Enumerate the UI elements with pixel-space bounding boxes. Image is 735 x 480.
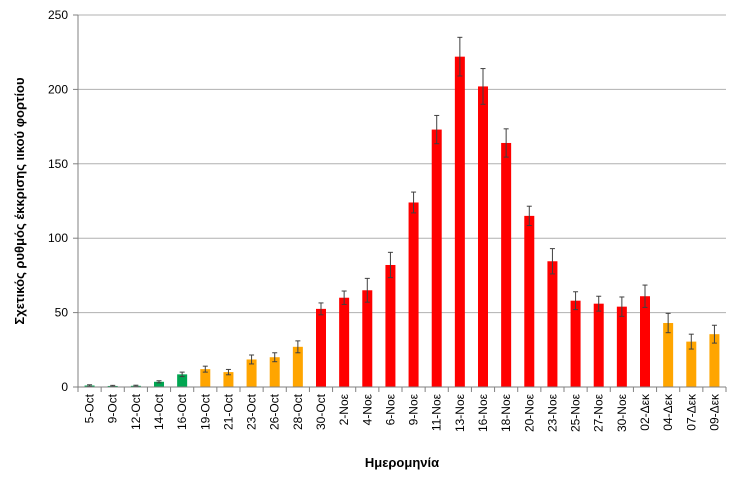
bar xyxy=(709,334,720,387)
x-tick-label: 27-Νοε xyxy=(592,393,606,432)
x-axis-title: Ημερομηνία xyxy=(365,455,439,470)
x-tick-label: 5-Oct xyxy=(83,393,97,423)
bar xyxy=(200,369,211,387)
x-tick-label: 9-Νοε xyxy=(407,393,421,425)
bar xyxy=(501,142,512,387)
x-tick-label: 26-Oct xyxy=(268,393,282,430)
x-tick-label: 30-Νοε xyxy=(615,393,629,432)
x-tick-label: 20-Νοε xyxy=(522,393,536,432)
bar xyxy=(616,306,627,387)
bar xyxy=(408,202,419,387)
x-tick-label: 14-Oct xyxy=(152,393,166,430)
x-tick-label: 30-Oct xyxy=(314,393,328,430)
bar xyxy=(547,261,558,387)
x-tick-label: 07-Δεκ xyxy=(684,393,698,431)
y-tick-label: 0 xyxy=(61,380,68,394)
x-tick-labels: 5-Oct 9-Oct 12-Oct 14-Oct 16-Oct 19-Oct 21-Oct… xyxy=(83,393,722,432)
bar xyxy=(385,264,396,387)
bar xyxy=(686,341,697,387)
x-tick-label: 12-Oct xyxy=(129,393,143,430)
x-tick-label: 04-Δεκ xyxy=(661,393,675,431)
gridlines xyxy=(73,14,727,392)
bar xyxy=(246,359,257,387)
x-tick-label: 16-Oct xyxy=(175,393,189,430)
x-tick-label: 4-Νοε xyxy=(360,393,374,425)
bar xyxy=(663,323,674,387)
x-tick-label: 2-Νοε xyxy=(337,393,351,425)
bar xyxy=(154,381,164,387)
bar xyxy=(640,296,650,387)
bar xyxy=(177,374,188,387)
bar xyxy=(570,300,581,387)
y-tick-label: 200 xyxy=(48,82,68,96)
x-tick-label: 23-Oct xyxy=(245,393,259,430)
bar xyxy=(593,303,604,387)
y-tick-label: 250 xyxy=(48,8,68,22)
error-bars xyxy=(87,36,717,388)
bar xyxy=(362,290,373,387)
x-tick-label: 11-Νοε xyxy=(430,393,444,431)
x-tick-label: 28-Oct xyxy=(291,393,305,430)
bar xyxy=(339,297,350,387)
x-tick-label: 18-Νοε xyxy=(499,393,513,432)
bar xyxy=(524,215,535,387)
y-tick-labels: 0 50 100 150 200 250 xyxy=(48,8,68,394)
bar xyxy=(454,56,465,387)
x-tick-label: 6-Νοε xyxy=(383,393,397,425)
x-tick-label: 16-Νοε xyxy=(476,393,490,432)
bar xyxy=(223,372,234,387)
x-tick-label: 19-Oct xyxy=(198,393,212,430)
axes xyxy=(77,15,726,388)
x-tick-label: 25-Νοε xyxy=(569,393,583,432)
x-tick-label: 23-Νοε xyxy=(545,393,559,432)
x-tick-label: 21-Oct xyxy=(221,393,235,430)
bar xyxy=(292,346,303,387)
y-tick-label: 50 xyxy=(55,306,69,320)
x-tick-label: 09-Δεκ xyxy=(707,393,721,431)
x-tick-label: 13-Νοε xyxy=(453,393,467,432)
x-tick-label: 9-Oct xyxy=(106,393,120,423)
x-tick-label: 02-Δεκ xyxy=(638,393,652,431)
bar xyxy=(478,86,488,387)
bar xyxy=(431,129,442,388)
y-tick-label: 100 xyxy=(48,231,68,245)
y-axis-title: Σχετικός ρυθμός έκκρισης ιικού φορτίου xyxy=(12,77,27,325)
y-tick-label: 150 xyxy=(48,157,68,171)
bars xyxy=(84,56,720,388)
bar xyxy=(316,308,326,387)
bar xyxy=(269,357,280,387)
